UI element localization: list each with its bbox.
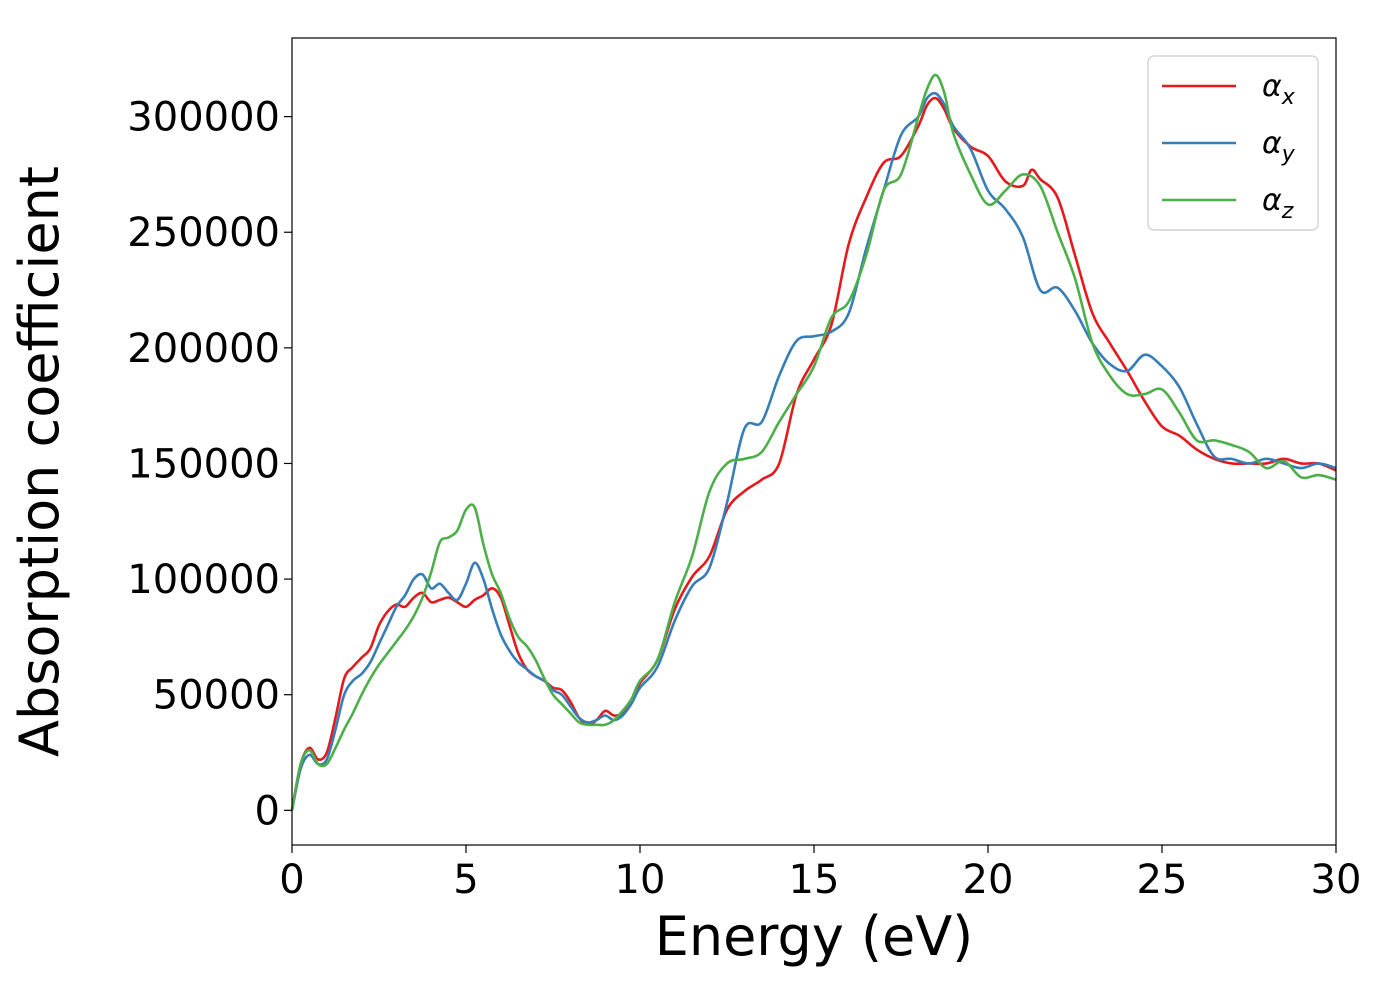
legend: αx αy αz: [1147, 55, 1319, 231]
x-axis-label: Energy (eV): [655, 905, 974, 968]
series-line-y: [290, 91, 1337, 811]
y-axis-label: Absorption coefficient: [8, 166, 71, 757]
x-tick-label: 0: [279, 857, 304, 903]
y-tick-label: 100000: [127, 557, 280, 603]
y-tick-label: 300000: [127, 95, 280, 141]
legend-label-z: αz: [1262, 183, 1294, 224]
y-tick-label: 250000: [127, 210, 280, 256]
y-tick-label: 50000: [153, 673, 280, 719]
y-tick-label: 200000: [127, 326, 280, 372]
legend-label-y: αy: [1262, 126, 1296, 167]
x-tick-label: 5: [453, 857, 478, 903]
y-tick-label: 150000: [127, 441, 280, 487]
x-tick-label: 30: [1311, 857, 1362, 903]
x-tick-label: 10: [615, 857, 666, 903]
series-line-z: [290, 73, 1337, 811]
x-tick-label: 25: [1137, 857, 1188, 903]
series-layer: [290, 73, 1337, 811]
x-tick-label: 15: [789, 857, 840, 903]
y-tick-label: 0: [255, 788, 280, 834]
legend-label-x: αx: [1262, 69, 1296, 110]
x-tick-label: 20: [963, 857, 1014, 903]
x-axis: 0 5 10 15 20 25 30: [279, 845, 1361, 903]
y-axis: 0 50000 100000 150000 200000 250000 300000: [127, 95, 292, 834]
